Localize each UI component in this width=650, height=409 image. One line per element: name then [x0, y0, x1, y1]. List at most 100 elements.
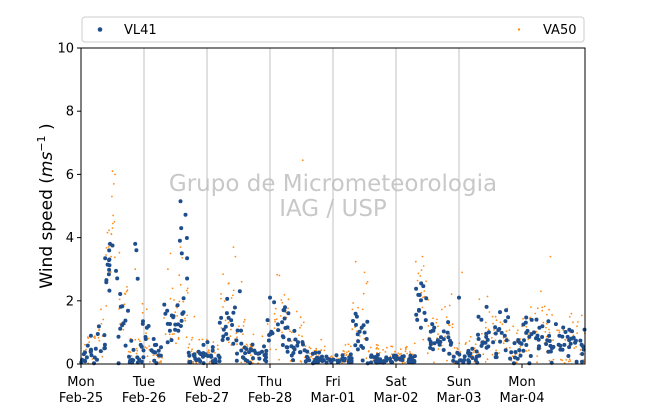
y-tick-label: 10 [57, 42, 74, 57]
data-point [530, 306, 532, 308]
data-point [400, 352, 403, 355]
data-point [222, 273, 225, 275]
data-point [299, 316, 302, 319]
data-point [275, 322, 280, 327]
data-point [521, 348, 526, 353]
data-point [144, 346, 147, 348]
data-point [205, 354, 210, 358]
data-point [173, 322, 178, 327]
data-point [503, 348, 508, 353]
data-point [431, 328, 436, 333]
x-tick-date: Feb-25 [59, 391, 103, 406]
data-point [298, 334, 300, 336]
x-tick-date: Feb-27 [185, 391, 229, 406]
data-point [397, 352, 400, 355]
legend: VL41 VA50 [81, 16, 585, 43]
data-point [470, 346, 475, 351]
data-point [118, 298, 121, 301]
data-point [245, 359, 250, 363]
data-point [278, 274, 281, 277]
data-point [479, 343, 484, 348]
data-point [151, 337, 156, 341]
data-point [171, 287, 174, 290]
data-point [114, 173, 116, 176]
data-point [445, 316, 448, 318]
data-point [357, 306, 359, 309]
data-point [349, 360, 354, 365]
data-point [287, 337, 291, 342]
x-tick-day: Mon [67, 375, 94, 390]
data-point [262, 344, 266, 349]
data-point [553, 322, 558, 327]
data-point [482, 353, 485, 356]
data-point [181, 296, 186, 301]
data-point [89, 353, 94, 358]
x-tick-date: Mar-02 [374, 391, 419, 406]
data-point [398, 353, 401, 356]
data-point [342, 356, 347, 361]
data-point [171, 333, 174, 335]
data-point [301, 342, 305, 347]
data-point [345, 353, 348, 356]
data-point [227, 321, 230, 324]
vertical-gridlines [143, 48, 460, 364]
data-point [232, 246, 235, 249]
data-point [251, 356, 255, 361]
x-tick-day: Fri [325, 375, 341, 390]
data-point [352, 302, 354, 304]
data-point [329, 356, 332, 358]
data-point [224, 319, 227, 322]
data-point [217, 359, 222, 364]
data-point [300, 324, 303, 327]
data-point [187, 346, 190, 349]
data-point [567, 360, 570, 363]
data-point [414, 312, 419, 317]
data-point [106, 231, 109, 234]
data-point [437, 325, 439, 328]
data-point [424, 296, 429, 301]
data-point [280, 343, 285, 347]
data-point [226, 315, 231, 320]
data-point [336, 360, 340, 365]
data-point [94, 337, 96, 340]
data-point [420, 291, 423, 294]
data-point [341, 362, 343, 364]
data-point [494, 315, 497, 318]
data-point [135, 352, 138, 355]
data-point [107, 258, 111, 263]
data-point [95, 332, 100, 336]
y-tick-label: 6 [66, 168, 74, 183]
data-point [544, 342, 549, 346]
data-point [414, 260, 417, 263]
data-point [89, 347, 93, 352]
data-point [547, 339, 552, 343]
data-point [522, 317, 524, 320]
data-point [146, 324, 151, 328]
data-point [177, 238, 182, 243]
data-point [375, 352, 380, 357]
data-point [273, 312, 276, 315]
legend-frame [81, 16, 585, 43]
data-point [152, 358, 157, 363]
data-point [118, 308, 120, 310]
x-tick-day: Sun [447, 375, 472, 390]
data-point [185, 336, 188, 339]
data-point [217, 355, 222, 360]
data-point [173, 333, 176, 335]
x-tick-date: Feb-28 [248, 391, 292, 406]
data-point [292, 347, 297, 352]
data-point [494, 351, 499, 356]
data-point [474, 349, 479, 354]
data-point [506, 315, 511, 320]
data-point [484, 361, 487, 363]
data-point [118, 292, 123, 296]
data-point [493, 329, 495, 331]
data-point [102, 333, 107, 338]
data-point [545, 326, 547, 329]
data-point [235, 328, 240, 333]
data-point [558, 343, 563, 348]
data-point [323, 349, 326, 352]
data-point [112, 214, 114, 217]
data-point [405, 345, 408, 348]
data-point [221, 334, 226, 339]
